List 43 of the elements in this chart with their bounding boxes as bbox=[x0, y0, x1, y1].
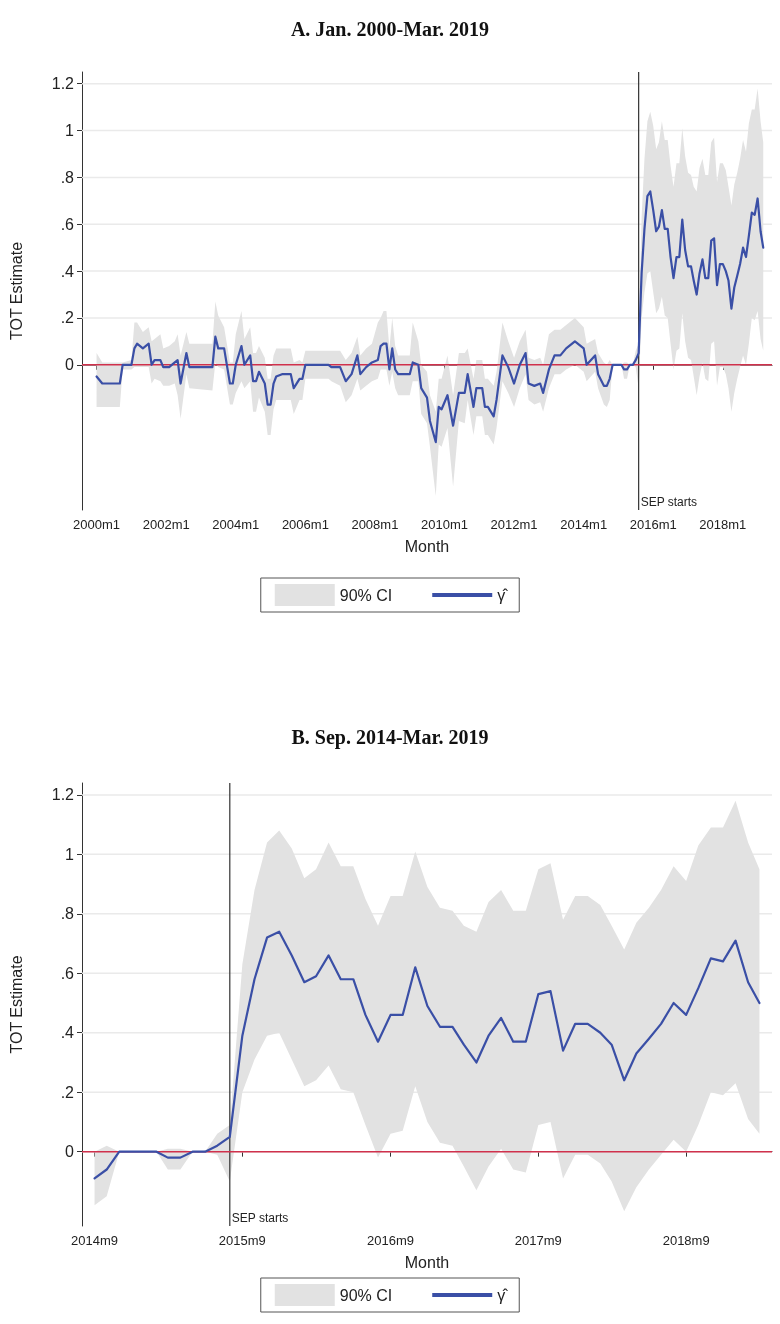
x-tick-label: 2000m1 bbox=[73, 517, 121, 532]
y-tick-label: 0 bbox=[65, 1143, 75, 1161]
legend-label: 90% CI bbox=[339, 586, 393, 604]
x-tick-label: 2018m9 bbox=[662, 1233, 710, 1248]
y-tick-label: 1 bbox=[65, 845, 75, 863]
chart-title: B. Sep. 2014-Mar. 2019 bbox=[291, 726, 489, 749]
x-tick-label: 2016m9 bbox=[367, 1233, 415, 1248]
y-axis-title: TOT Estimate bbox=[7, 955, 25, 1054]
y-tick-label: .8 bbox=[60, 168, 75, 186]
y-tick-label: 0 bbox=[65, 356, 75, 374]
y-tick-label: 1.2 bbox=[51, 786, 75, 804]
x-tick-label: 2014m9 bbox=[71, 1233, 119, 1248]
x-tick-label: 2004m1 bbox=[212, 517, 260, 532]
x-tick-label: 2010m1 bbox=[421, 517, 469, 532]
y-tick-label: .6 bbox=[60, 964, 75, 982]
x-tick-label: 2002m1 bbox=[142, 517, 190, 532]
x-axis-title: Month bbox=[404, 537, 450, 555]
legend-label: 90% CI bbox=[339, 1286, 393, 1304]
y-tick-label: .4 bbox=[60, 262, 75, 280]
y-tick-label: .4 bbox=[60, 1024, 75, 1042]
y-tick-label: .6 bbox=[60, 215, 75, 233]
x-axis-title: Month bbox=[404, 1253, 450, 1271]
legend-label: γ̂ bbox=[497, 586, 509, 604]
x-tick-label: 2015m9 bbox=[218, 1233, 266, 1248]
chart-title: A. Jan. 2000-Mar. 2019 bbox=[290, 18, 490, 40]
y-axis-title: TOT Estimate bbox=[7, 241, 25, 341]
line-series bbox=[93, 930, 761, 1180]
y-tick-label: .8 bbox=[60, 905, 75, 923]
y-tick-label: .2 bbox=[60, 309, 75, 327]
x-tick-label: 2018m1 bbox=[699, 517, 747, 532]
ref-line-label: SEP starts bbox=[231, 1211, 289, 1225]
x-tick-label: 2012m1 bbox=[490, 517, 538, 532]
x-tick-label: 2016m1 bbox=[629, 517, 677, 532]
x-tick-label: 2006m1 bbox=[281, 517, 329, 532]
y-tick-label: 1 bbox=[65, 122, 75, 140]
y-tick-label: 1.2 bbox=[51, 75, 75, 93]
y-tick-label: .2 bbox=[60, 1083, 75, 1101]
x-tick-label: 2014m1 bbox=[560, 517, 608, 532]
ref-line-label: SEP starts bbox=[640, 495, 698, 509]
x-tick-label: 2017m9 bbox=[514, 1233, 562, 1248]
line-series bbox=[95, 190, 765, 444]
x-tick-label: 2008m1 bbox=[351, 517, 399, 532]
legend-label: γ̂ bbox=[497, 1286, 509, 1304]
